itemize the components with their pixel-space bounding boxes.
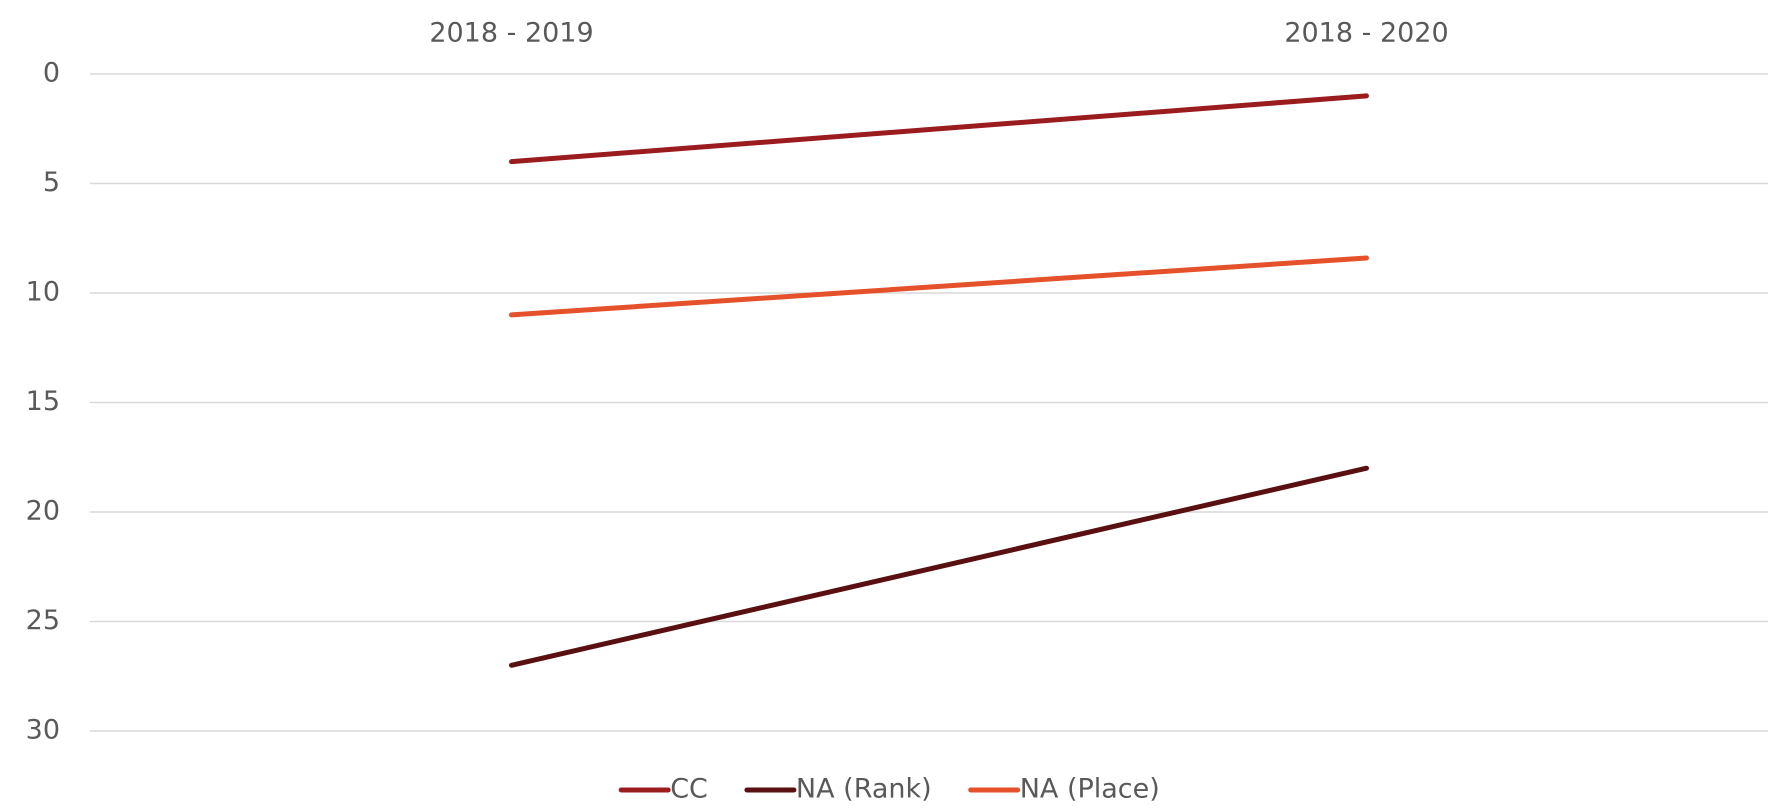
x-tick-label: 2018 - 2020 xyxy=(1284,18,1448,49)
x-tick-label: 2018 - 2019 xyxy=(429,18,593,49)
series-line xyxy=(509,93,1369,165)
y-tick-label: 0 xyxy=(43,58,60,89)
y-tick-label: 20 xyxy=(26,496,60,527)
series-line xyxy=(509,465,1369,668)
legend-label: NA (Rank) xyxy=(796,774,932,805)
legend-label: NA (Place) xyxy=(1020,774,1160,805)
y-tick-label: 30 xyxy=(26,715,60,746)
series-line xyxy=(509,255,1369,318)
y-tick-label: 15 xyxy=(26,386,60,417)
legend-label: CC xyxy=(670,774,708,805)
y-tick-label: 10 xyxy=(26,277,60,308)
y-tick-label: 5 xyxy=(43,167,60,198)
y-tick-label: 25 xyxy=(26,605,60,636)
